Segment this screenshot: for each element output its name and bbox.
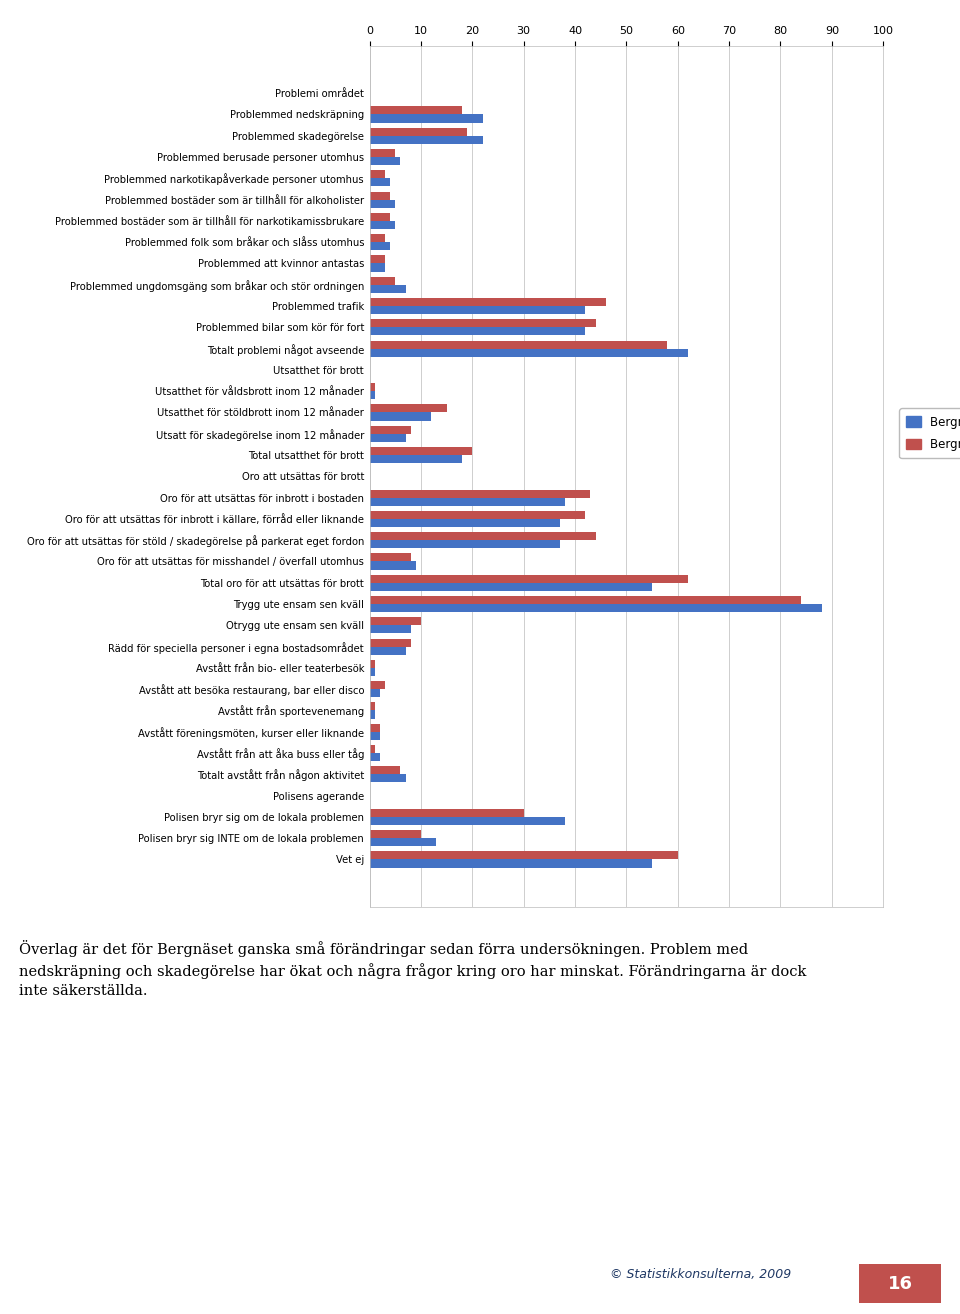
Bar	[370, 817, 564, 825]
Bar	[370, 192, 390, 200]
Bar	[370, 582, 652, 591]
Bar	[370, 490, 590, 498]
Legend: Bergnäset, 2009, Bergnäset, 2006: Bergnäset, 2009, Bergnäset, 2006	[900, 409, 960, 459]
Bar	[370, 340, 667, 348]
Bar	[370, 264, 385, 272]
Text: 16: 16	[887, 1275, 913, 1293]
Bar	[370, 809, 524, 817]
Bar	[370, 753, 380, 761]
Bar	[370, 766, 400, 774]
Bar	[370, 597, 801, 604]
Bar	[370, 392, 374, 399]
Bar	[370, 540, 560, 548]
Bar	[370, 327, 586, 335]
Bar	[370, 135, 483, 143]
Bar	[370, 711, 374, 719]
Bar	[370, 148, 396, 158]
Bar	[370, 703, 374, 711]
Bar	[370, 774, 405, 782]
Bar	[370, 426, 411, 434]
Bar	[370, 434, 405, 442]
Bar	[370, 511, 586, 519]
Bar	[370, 668, 374, 675]
Bar	[370, 604, 822, 612]
Bar	[370, 574, 688, 582]
Bar	[370, 405, 446, 413]
Bar	[370, 618, 421, 625]
Bar	[370, 413, 431, 420]
Bar	[370, 319, 595, 327]
Text: © Statistikkonsulterna, 2009: © Statistikkonsulterna, 2009	[611, 1268, 791, 1281]
Bar	[370, 114, 483, 122]
Bar	[370, 221, 396, 229]
Bar	[370, 242, 390, 250]
Bar	[370, 171, 385, 179]
Bar	[370, 348, 688, 356]
Bar	[370, 532, 595, 540]
Bar	[370, 732, 380, 740]
Bar	[370, 277, 396, 285]
Bar	[370, 689, 380, 698]
Bar	[370, 106, 462, 114]
Bar	[370, 830, 421, 838]
Bar	[370, 838, 437, 846]
Bar	[370, 213, 390, 221]
Bar	[370, 681, 385, 689]
Bar	[370, 859, 652, 867]
Bar	[370, 384, 374, 392]
Bar	[370, 234, 385, 242]
Bar	[370, 660, 374, 668]
Bar	[370, 561, 416, 569]
Bar	[370, 455, 462, 463]
Bar	[370, 158, 400, 166]
Bar	[370, 519, 560, 527]
Bar	[370, 179, 390, 187]
Bar	[370, 851, 678, 859]
Bar	[370, 298, 606, 306]
Bar	[370, 646, 405, 654]
Bar	[370, 639, 411, 646]
Bar	[370, 625, 411, 633]
Bar	[370, 285, 405, 293]
Bar	[370, 306, 586, 314]
Bar	[370, 724, 380, 732]
Bar	[370, 745, 374, 753]
Bar	[370, 498, 564, 506]
Bar	[370, 200, 396, 208]
Bar	[370, 127, 468, 135]
Bar	[370, 553, 411, 561]
Bar	[370, 447, 472, 455]
Bar	[370, 255, 385, 264]
Text: Överlag är det för Bergnäset ganska små förändringar sedan förra undersökningen.: Överlag är det för Bergnäset ganska små …	[19, 940, 806, 999]
